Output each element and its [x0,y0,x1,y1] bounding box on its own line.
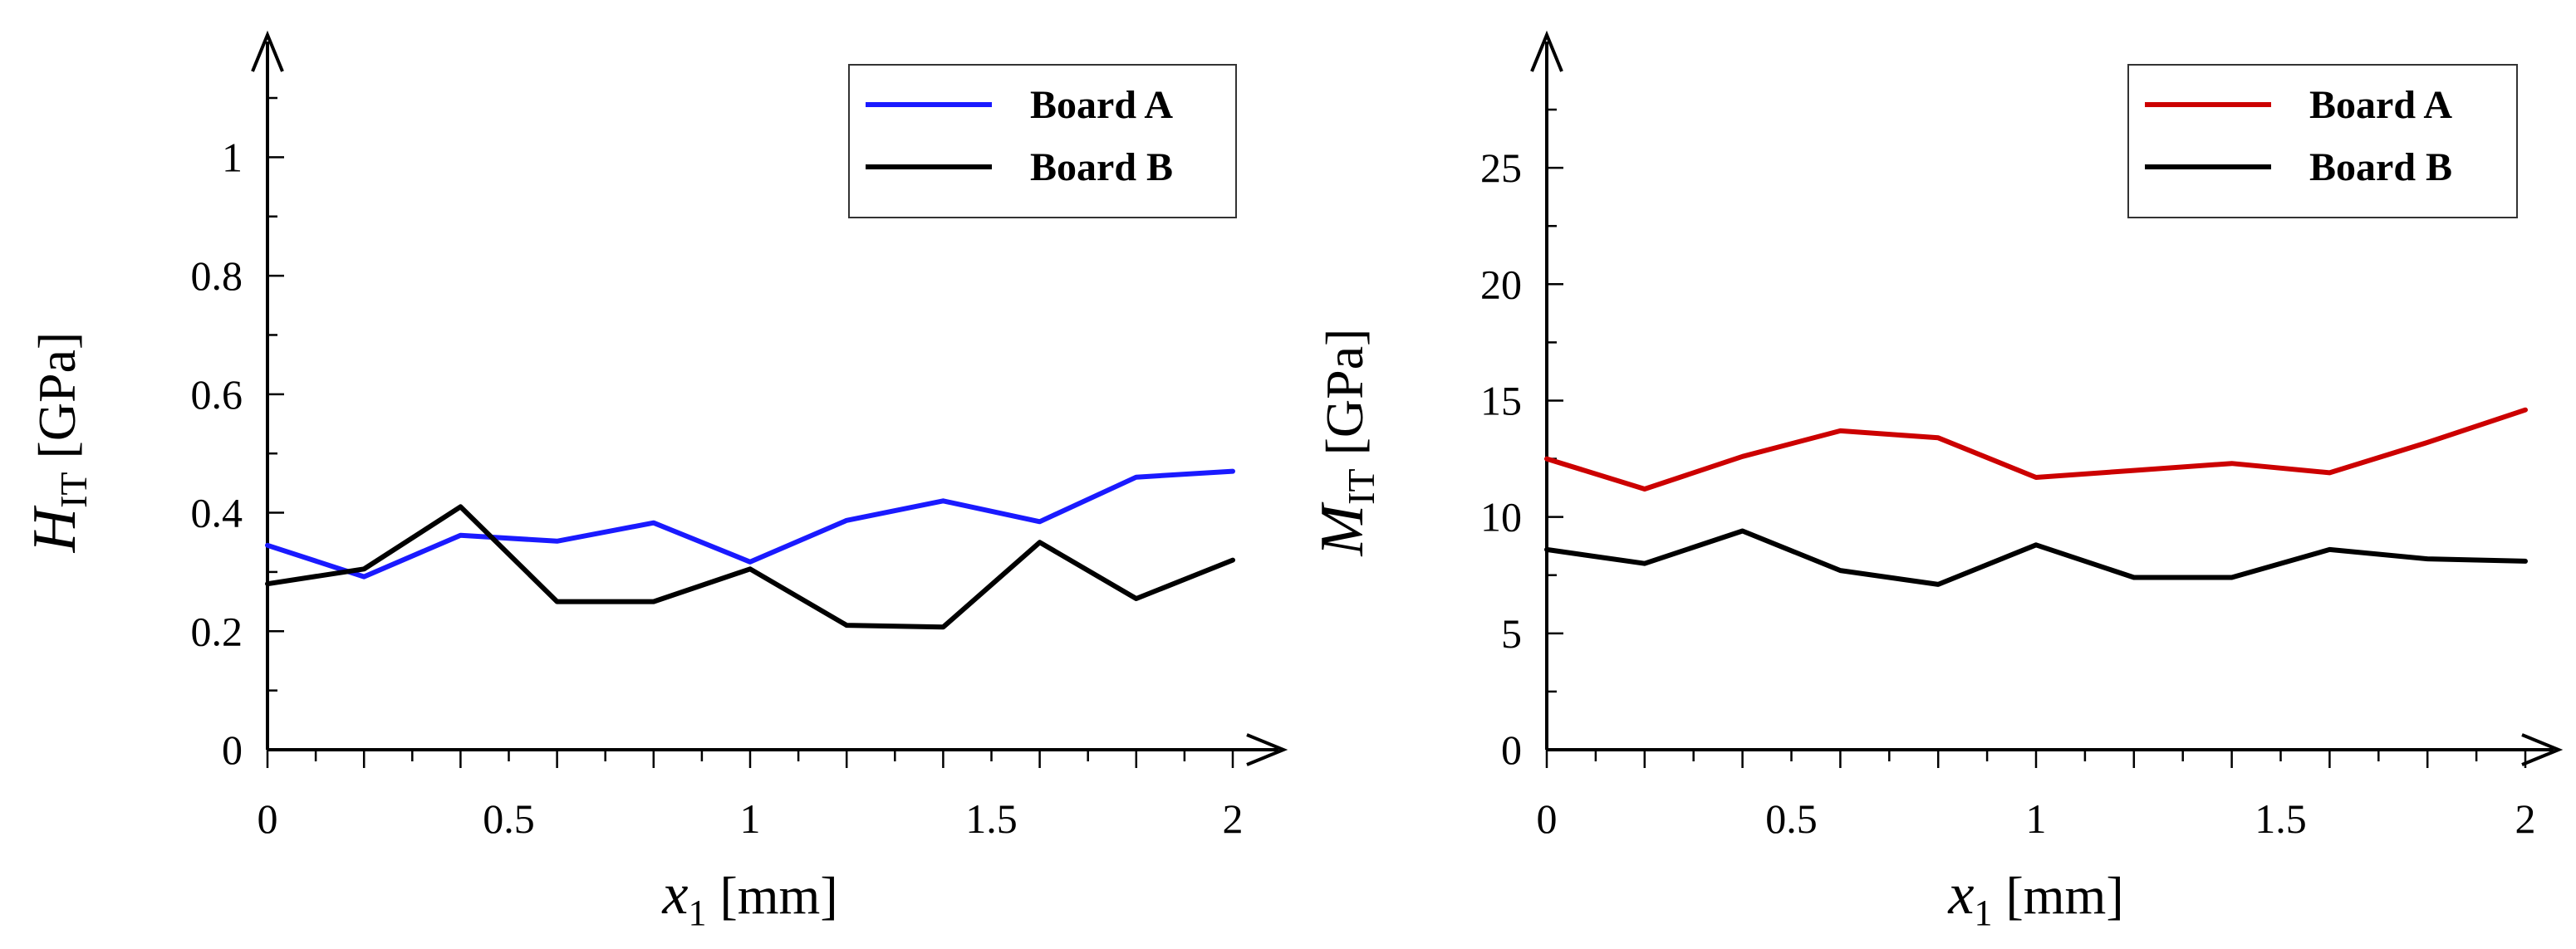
legend-label: Board A [1030,83,1173,127]
x-tick-label: 0 [1537,795,1558,842]
legend-box [2127,64,2518,218]
x-axis-arrow [1246,733,1288,766]
y-tick-label: 5 [1501,610,1522,657]
y-axis-arrow [251,30,284,72]
y-tick-label: 15 [1480,377,1522,423]
x-axis-title: x1 [mm] [1947,863,2123,933]
x-tick-label: 0.5 [1765,795,1818,842]
y-tick-label: 1 [222,134,243,180]
x-axis-title: x1 [mm] [661,863,837,933]
legend: Board A Board B [848,64,1237,218]
x-tick-label: 2 [1223,795,1244,842]
legend: Board A Board B [2127,64,2518,218]
x-tick-label: 1.5 [965,795,1018,842]
series-line-board-a [1544,407,2528,492]
series-line-board-a [265,468,1235,580]
y-tick-label: 20 [1480,261,1522,307]
x-tick-label: 1.5 [2255,795,2307,842]
series-line-board-b [1544,528,2528,587]
x-tick-label: 2 [2515,795,2536,842]
legend-label: Board B [1030,145,1173,189]
x-axis-arrow [2521,733,2564,766]
y-axis-title: HIT [GPa] [21,332,95,554]
y-tick-label: 0 [222,726,243,773]
legend-box [848,64,1237,218]
x-tick-label: 0 [258,795,278,842]
modulus-panel: 0 5 10 15 20 25 0 0.5 1 1.5 2 Board A Board B MIT [GP… [1308,30,2564,933]
y-tick-label: 10 [1480,494,1522,541]
y-axis-title: MIT [GPa] [1308,329,1382,557]
y-axis-arrow [1530,30,1563,72]
x-tick-label: 1 [2026,795,2047,842]
y-tick-label: 0.6 [191,371,243,418]
y-tick-label: 0.8 [191,252,243,299]
hardness-panel: 0 0.2 0.4 0.6 0.8 1 0 0.5 1 1.5 2 Board A Board B HIT… [21,30,1288,933]
x-tick-label: 1 [740,795,761,842]
y-tick-label: 25 [1480,144,1522,191]
series-line-board-b [265,504,1235,630]
y-tick-label: 0.4 [191,490,243,536]
y-tick-label: 0 [1501,726,1522,773]
legend-label: Board B [2309,145,2452,189]
legend-label: Board A [2309,83,2452,127]
y-tick-label: 0.2 [191,608,243,654]
x-tick-label: 0.5 [483,795,535,842]
